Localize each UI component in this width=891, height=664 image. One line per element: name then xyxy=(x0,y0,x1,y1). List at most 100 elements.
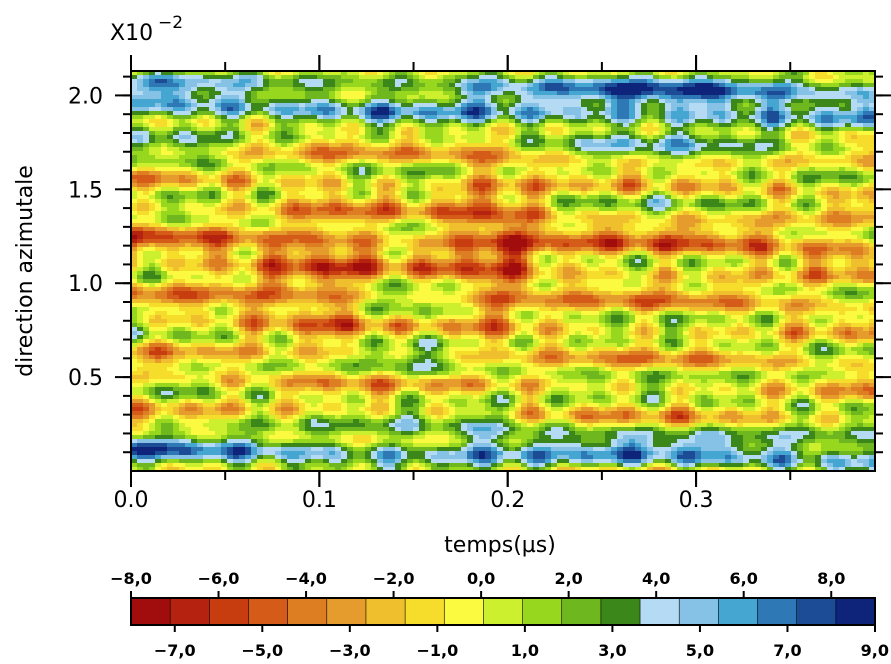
heatmap-cell xyxy=(527,87,534,92)
heatmap-cell xyxy=(857,171,864,176)
heatmap-cell xyxy=(425,131,432,136)
heatmap-cell xyxy=(473,131,480,136)
heatmap-cell xyxy=(431,95,438,100)
heatmap-cell xyxy=(479,131,486,136)
heatmap-cell xyxy=(173,187,180,192)
heatmap-cell xyxy=(245,223,252,228)
heatmap-cell xyxy=(677,135,684,140)
heatmap-cell xyxy=(137,187,144,192)
heatmap-cell xyxy=(191,71,198,76)
heatmap-cell xyxy=(785,203,792,208)
heatmap-cell xyxy=(497,199,504,204)
heatmap-cell xyxy=(797,203,804,208)
heatmap-cell xyxy=(671,191,678,196)
heatmap-cell xyxy=(323,119,330,124)
heatmap-cell xyxy=(527,139,534,144)
heatmap-cell xyxy=(527,179,534,184)
heatmap-cell xyxy=(575,155,582,160)
heatmap-cell xyxy=(167,71,174,76)
heatmap-cell xyxy=(299,227,306,232)
heatmap-cell xyxy=(425,103,432,108)
heatmap-cell xyxy=(425,167,432,172)
heatmap-cell xyxy=(635,227,642,232)
heatmap-cell xyxy=(695,139,702,144)
heatmap-cell xyxy=(665,103,672,108)
heatmap-cell xyxy=(755,95,762,100)
heatmap-cell xyxy=(137,203,144,208)
heatmap-cell xyxy=(713,219,720,224)
heatmap-cell xyxy=(437,131,444,136)
heatmap-cell xyxy=(467,139,474,144)
heatmap-cell xyxy=(701,83,708,88)
heatmap-cell xyxy=(485,99,492,104)
heatmap-cell xyxy=(179,75,186,80)
heatmap-cell xyxy=(761,131,768,136)
heatmap-cell xyxy=(569,91,576,96)
heatmap-cell xyxy=(533,203,540,208)
heatmap-cell xyxy=(395,119,402,124)
heatmap-cell xyxy=(377,127,384,132)
heatmap-cell xyxy=(593,155,600,160)
heatmap-cell xyxy=(191,151,198,156)
heatmap-cell xyxy=(155,147,162,152)
heatmap-cell xyxy=(815,87,822,92)
heatmap-cell xyxy=(281,115,288,120)
heatmap-cell xyxy=(233,83,240,88)
heatmap-cell xyxy=(545,167,552,172)
heatmap-cell xyxy=(287,159,294,164)
heatmap-cell xyxy=(683,115,690,120)
heatmap-cell xyxy=(455,131,462,136)
heatmap-cell xyxy=(335,215,342,220)
heatmap-cell xyxy=(755,199,762,204)
heatmap-cell xyxy=(155,175,162,180)
heatmap-cell xyxy=(257,151,264,156)
heatmap-cell xyxy=(443,119,450,124)
heatmap-cell xyxy=(479,115,486,120)
heatmap-cell xyxy=(161,223,168,228)
heatmap-cell xyxy=(455,195,462,200)
heatmap-cell xyxy=(821,143,828,148)
heatmap-cell xyxy=(605,147,612,152)
heatmap-cell xyxy=(467,163,474,168)
heatmap-cell xyxy=(545,183,552,188)
heatmap-cell xyxy=(161,207,168,212)
heatmap-cell xyxy=(131,159,138,164)
heatmap-cell xyxy=(305,183,312,188)
heatmap-cell xyxy=(845,207,852,212)
heatmap-cell xyxy=(425,91,432,96)
heatmap-cell xyxy=(395,83,402,88)
heatmap-cell xyxy=(569,191,576,196)
heatmap-cell xyxy=(335,75,342,80)
heatmap-cell xyxy=(749,115,756,120)
heatmap-cell xyxy=(863,163,870,168)
heatmap-cell xyxy=(143,163,150,168)
heatmap-cell xyxy=(275,103,282,108)
heatmap-cell xyxy=(257,119,264,124)
heatmap-cell xyxy=(575,99,582,104)
heatmap-cell xyxy=(491,95,498,100)
heatmap-cell xyxy=(461,203,468,208)
heatmap-cell xyxy=(401,95,408,100)
heatmap-cell xyxy=(263,171,270,176)
heatmap-cell xyxy=(329,95,336,100)
heatmap-cell xyxy=(245,199,252,204)
heatmap-cell xyxy=(779,223,786,228)
heatmap-cell xyxy=(833,223,840,228)
heatmap-cell xyxy=(485,167,492,172)
heatmap-cell xyxy=(395,171,402,176)
heatmap-cell xyxy=(419,99,426,104)
heatmap-cell xyxy=(509,183,516,188)
heatmap-cell xyxy=(395,227,402,232)
heatmap-cell xyxy=(569,131,576,136)
heatmap-cell xyxy=(491,207,498,212)
heatmap-cell xyxy=(629,99,636,104)
heatmap-cell xyxy=(161,123,168,128)
heatmap-cell xyxy=(665,207,672,212)
heatmap-cell xyxy=(185,75,192,80)
heatmap-cell xyxy=(785,155,792,160)
heatmap-cell xyxy=(677,147,684,152)
heatmap-cell xyxy=(275,175,282,180)
heatmap-cell xyxy=(743,119,750,124)
heatmap-cell xyxy=(755,115,762,120)
heatmap-cell xyxy=(425,223,432,228)
